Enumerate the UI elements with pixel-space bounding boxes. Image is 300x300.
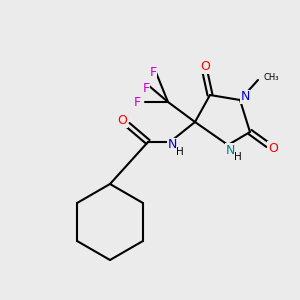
Text: F: F [149,67,157,80]
Text: O: O [200,61,210,74]
Text: H: H [234,152,242,162]
Text: F: F [134,95,141,109]
Text: H: H [176,147,184,157]
Text: N: N [240,91,250,103]
Text: F: F [142,82,150,94]
Text: N: N [225,143,235,157]
Text: O: O [268,142,278,154]
Text: CH₃: CH₃ [264,74,280,82]
Text: O: O [117,115,127,128]
Text: N: N [167,139,177,152]
